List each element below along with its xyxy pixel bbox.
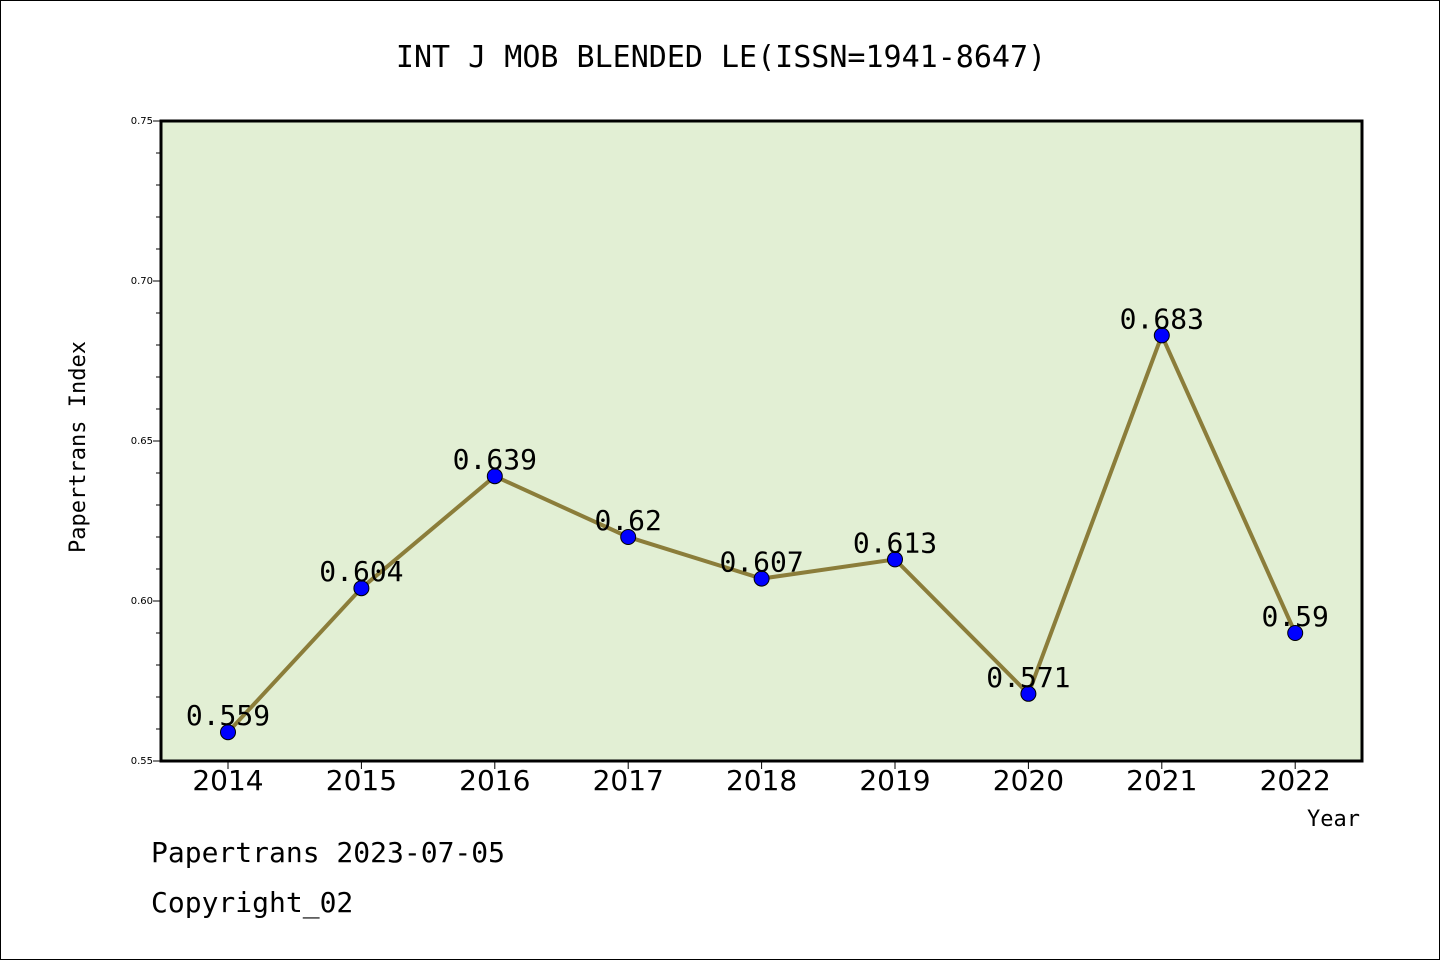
data-point	[486, 468, 503, 485]
footer-date: Papertrans 2023-07-05	[151, 836, 506, 869]
data-point	[1153, 327, 1170, 344]
data-label: 0.604	[319, 555, 403, 588]
data-point	[887, 551, 903, 568]
footer-copyright: Copyright_02	[151, 886, 354, 919]
x-axis-ticks: 2014 2015 2016 2017 2018 2019 2020 2021 2022	[192, 761, 1331, 797]
y-tick-label: 0.55	[131, 756, 153, 767]
chart-title: INT J MOB BLENDED LE(ISSN=1941-8647)	[396, 40, 1046, 75]
y-axis-label: Papertrans Index	[66, 341, 91, 553]
data-point	[1020, 685, 1037, 702]
data-point	[220, 724, 236, 741]
x-tick-label: 2019	[859, 764, 930, 797]
data-label: 0.683	[1120, 302, 1204, 335]
x-tick-label: 2014	[192, 764, 263, 797]
data-label-group: 0.559 0.604 0.639 0.62 0.607 0.613 0.571 0.683 0…	[186, 302, 1329, 732]
x-tick-label: 2017	[593, 764, 664, 797]
data-label: 0.607	[719, 546, 803, 579]
plot-area	[159, 119, 1364, 763]
data-point-group	[220, 327, 1304, 741]
data-label: 0.559	[186, 699, 270, 732]
y-tick-label: 0.70	[131, 276, 153, 287]
data-label: 0.613	[853, 526, 937, 559]
x-tick-label: 2022	[1260, 764, 1331, 797]
x-tick-label: 2016	[459, 764, 530, 797]
data-point	[620, 529, 637, 545]
data-point	[753, 570, 770, 587]
x-tick-label: 2021	[1126, 764, 1197, 797]
data-label: 0.59	[1261, 600, 1328, 633]
data-label: 0.639	[453, 443, 537, 476]
y-minor-ticks	[153, 120, 161, 762]
data-point	[353, 580, 370, 597]
y-tick-label: 0.65	[131, 436, 153, 447]
data-label: 0.62	[594, 504, 661, 537]
data-point	[1287, 625, 1304, 641]
y-tick-label: 0.75	[131, 116, 153, 127]
y-tick-label: 0.60	[131, 596, 153, 607]
y-axis-ticks: 0.55 0.60 0.65 0.70 0.75	[131, 116, 153, 767]
x-tick-label: 2018	[726, 764, 797, 797]
x-axis-label: Year	[1307, 807, 1360, 832]
data-label: 0.571	[986, 661, 1070, 694]
x-tick-label: 2020	[993, 764, 1064, 797]
x-tick-label: 2015	[326, 764, 397, 797]
